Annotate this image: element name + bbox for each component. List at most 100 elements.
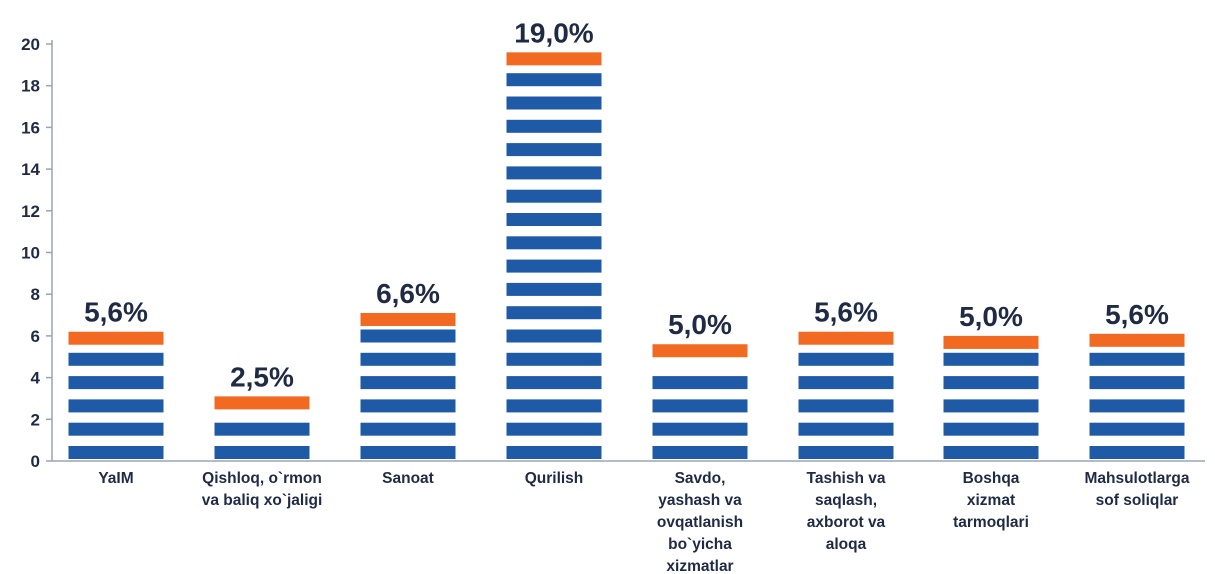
bar-stripe bbox=[943, 399, 1039, 413]
bar-stripe bbox=[506, 236, 602, 250]
category-label-line: xizmatlar bbox=[666, 558, 733, 574]
bar-stripe bbox=[506, 213, 602, 226]
bar-stripe bbox=[506, 329, 602, 343]
bar-top-stripe bbox=[506, 52, 602, 66]
bar-stripe bbox=[506, 282, 602, 296]
bar-stripe bbox=[798, 446, 894, 459]
bar-stripe bbox=[506, 96, 602, 110]
y-tick-label: 8 bbox=[31, 285, 40, 304]
y-tick-label: 18 bbox=[21, 77, 40, 96]
category-label-line: Qishloq, o`rmon bbox=[202, 470, 322, 487]
bar-stripe bbox=[506, 352, 602, 366]
bar-top-stripe bbox=[360, 312, 456, 326]
y-tick-label: 12 bbox=[21, 202, 40, 221]
bar-stripe bbox=[360, 446, 456, 459]
bar bbox=[943, 335, 1039, 459]
y-tick-label: 16 bbox=[21, 118, 40, 137]
category-label: Boshqa xizmat tarmoqlari bbox=[953, 470, 1029, 531]
bar-top-stripe bbox=[652, 344, 748, 358]
category-label-line: ovqatlanish bbox=[657, 514, 743, 531]
bar-stripe bbox=[506, 399, 602, 413]
data-label: 5,6% bbox=[814, 297, 878, 328]
data-label: 5,0% bbox=[668, 309, 732, 340]
category-label-line: bo`yicha bbox=[668, 536, 732, 553]
bar bbox=[214, 396, 310, 459]
bar-stripe bbox=[798, 352, 894, 366]
bar-stripe bbox=[798, 399, 894, 413]
category-label-line: yashash va bbox=[658, 492, 742, 509]
bar-stripe bbox=[360, 352, 456, 366]
y-tick-label: 4 bbox=[31, 369, 41, 388]
bar-stripe bbox=[506, 422, 602, 436]
category-label-line: saqlash, bbox=[815, 492, 877, 509]
category-label: Qurilish bbox=[525, 470, 584, 487]
bar-stripe bbox=[1089, 352, 1185, 366]
category-label-line: tarmoqlari bbox=[953, 514, 1029, 531]
bar-top-stripe bbox=[943, 335, 1039, 349]
bar-stripe bbox=[68, 352, 164, 366]
category-label-line: Qurilish bbox=[525, 470, 584, 487]
bar-stripe bbox=[943, 422, 1039, 436]
bar-stripe bbox=[506, 446, 602, 459]
y-tick-label: 14 bbox=[21, 160, 40, 179]
category-label: Sanoat bbox=[382, 470, 434, 487]
data-label: 5,6% bbox=[1105, 299, 1169, 330]
y-tick-label: 6 bbox=[31, 327, 40, 346]
bar-top-stripe bbox=[798, 331, 894, 345]
bar bbox=[798, 331, 894, 459]
data-label: 5,0% bbox=[959, 301, 1023, 332]
category-label: Mahsulotlarga sof soliqlar bbox=[1084, 470, 1189, 509]
bar-stripe bbox=[68, 399, 164, 413]
bar-stripe bbox=[360, 399, 456, 413]
bar-stripe bbox=[214, 446, 310, 459]
bar-top-stripe bbox=[1089, 333, 1185, 347]
data-label: 5,6% bbox=[84, 297, 148, 328]
bar-stripe bbox=[360, 376, 456, 390]
bar-stripe bbox=[506, 376, 602, 390]
bar-stripe bbox=[1089, 446, 1185, 459]
category-label: YaIM bbox=[98, 470, 133, 487]
bar-stripe bbox=[1089, 376, 1185, 390]
bar-stripe bbox=[214, 422, 310, 436]
bar-stripe bbox=[506, 143, 602, 157]
bar-stripe bbox=[652, 376, 748, 390]
category-label-line: aloqa bbox=[826, 536, 867, 553]
bar-stripe bbox=[68, 376, 164, 390]
bar-stripe bbox=[68, 446, 164, 459]
category-label: Tashish va saqlash, axborot va aloqa bbox=[807, 470, 886, 553]
bar-top-stripe bbox=[68, 331, 164, 345]
bar bbox=[360, 312, 456, 459]
bar bbox=[652, 344, 748, 459]
y-tick-label: 2 bbox=[31, 410, 40, 429]
bar bbox=[1089, 333, 1185, 459]
bar-stripe bbox=[652, 446, 748, 459]
category-label-line: xizmat bbox=[967, 492, 1015, 509]
category-label-line: Mahsulotlarga bbox=[1084, 470, 1189, 487]
bar-stripe bbox=[506, 166, 602, 180]
bar-stripe bbox=[360, 422, 456, 436]
bar-stripe bbox=[943, 376, 1039, 390]
bar-top-stripe bbox=[214, 396, 310, 410]
bar bbox=[506, 52, 602, 459]
bar-stripe bbox=[506, 306, 602, 320]
bar-stripe bbox=[1089, 399, 1185, 413]
bar-stripe bbox=[360, 329, 456, 343]
y-tick-label: 20 bbox=[21, 35, 40, 54]
bar-stripe bbox=[798, 422, 894, 436]
category-label-line: axborot va bbox=[807, 514, 886, 531]
category-label-line: Sanoat bbox=[382, 470, 434, 487]
category-label-line: Boshqa bbox=[963, 470, 1020, 487]
y-tick-label: 10 bbox=[21, 244, 40, 263]
category-label-line: Savdo, bbox=[675, 470, 726, 487]
category-label-line: va baliq xo`jaligi bbox=[202, 492, 323, 509]
category-label: Savdo, yashash va ovqatlanish bo`yicha xizma… bbox=[657, 470, 743, 574]
y-tick-label: 0 bbox=[31, 452, 40, 471]
data-label: 6,6% bbox=[376, 278, 440, 309]
bar-stripe bbox=[506, 73, 602, 87]
category-label-line: Tashish va bbox=[807, 470, 886, 487]
data-label: 2,5% bbox=[230, 361, 294, 392]
bar-stripe bbox=[943, 352, 1039, 366]
bar-stripe bbox=[798, 376, 894, 390]
